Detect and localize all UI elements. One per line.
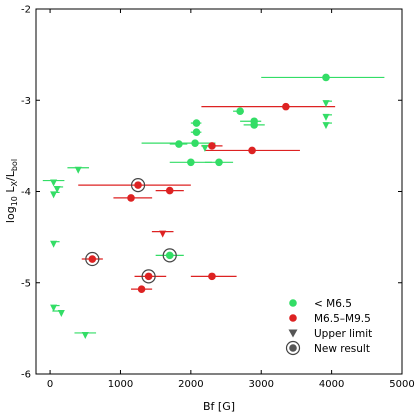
new-result-ring [162, 248, 177, 263]
x-tick-label: 1000 [108, 379, 133, 390]
new-result-ring [130, 178, 146, 193]
data-point-late [208, 272, 216, 281]
y-tick-label: -5 [21, 278, 31, 289]
upper-limit-marker [81, 331, 89, 339]
upper-limit-marker [57, 310, 65, 318]
new-result-ring [141, 269, 156, 284]
upper-limit-marker [50, 304, 58, 312]
data-point-late [88, 255, 97, 263]
data-point-late [208, 142, 216, 150]
data-point-early [236, 107, 244, 115]
y-tick-label: -3 [21, 96, 31, 107]
legend-marker-new-dot [289, 344, 297, 352]
upper-limit-marker [50, 240, 58, 248]
legend-marker-late [289, 314, 297, 322]
data-points [88, 73, 330, 293]
data-point-late [144, 272, 153, 281]
legend-marker-early [289, 299, 297, 307]
data-point-early [187, 158, 195, 167]
data-point-late [282, 102, 290, 111]
x-tick-label: 5000 [389, 379, 414, 390]
upper-limit-marker [74, 166, 82, 174]
data-point-late [137, 285, 146, 293]
x-axis-title: Bf [G] [203, 400, 235, 413]
y-tick-label: -6 [21, 370, 31, 381]
data-point-late [134, 181, 142, 189]
data-point-early [322, 73, 330, 82]
upper-limit-marker [53, 185, 61, 193]
x-tick-label: 4000 [319, 379, 344, 390]
upper-limit-marker [201, 144, 209, 152]
upper-limit-marker [322, 100, 330, 108]
data-point-early [192, 128, 201, 136]
axis-ticks: 0 1000 2000 3000 4000 5000 -6 -5 -4 -3 -2 [21, 5, 415, 391]
legend: < M6.5 M6.5–M9.5 Upper limit New result [285, 298, 372, 356]
legend-label-early: < M6.5 [314, 298, 352, 310]
error-bars [78, 76, 385, 290]
x-tick-label: 3000 [249, 379, 274, 390]
data-point-early [165, 251, 174, 260]
data-point-early [192, 119, 201, 127]
x-tick-label: 2000 [178, 379, 203, 390]
x-tick-label: 0 [47, 379, 53, 390]
upper-limit-marker [322, 113, 330, 121]
legend-marker-new-ring [285, 340, 301, 356]
new-result-rings [85, 178, 177, 284]
data-point-early [250, 121, 258, 129]
upper-limit-marker [159, 230, 167, 238]
data-point-late [127, 194, 135, 202]
legend-label-new-result: New result [314, 343, 370, 355]
data-point-late [248, 146, 256, 155]
data-point-early [191, 139, 199, 147]
upper-limit-markers [42, 100, 332, 339]
upper-limit-marker [50, 179, 58, 187]
legend-marker-upper-limit [288, 329, 298, 338]
data-point-late [165, 186, 174, 195]
data-point-early [175, 140, 183, 148]
data-point-early [215, 158, 223, 167]
y-axis-title: log10 LX/Lbol [4, 159, 19, 223]
y-tick-label: -2 [21, 5, 31, 16]
legend-label-late: M6.5–M9.5 [314, 313, 371, 325]
y-tick-label: -4 [21, 187, 31, 198]
upper-limit-marker [50, 191, 58, 199]
upper-limit-marker [322, 122, 330, 130]
new-result-ring [85, 251, 100, 267]
legend-label-upper-limit: Upper limit [314, 328, 372, 340]
